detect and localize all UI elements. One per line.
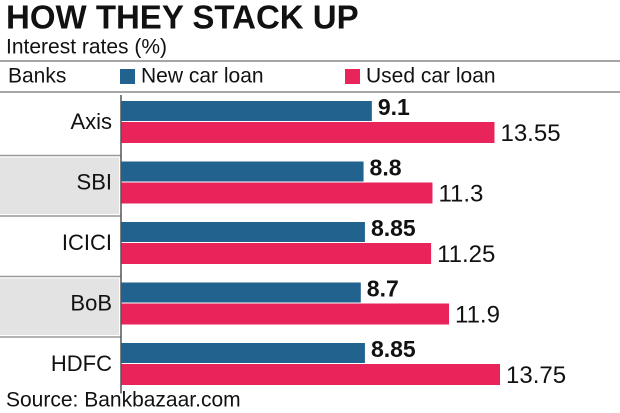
value-label: 9.1	[378, 94, 410, 120]
value-label: 8.85	[371, 215, 416, 241]
row-background	[0, 278, 119, 335]
value-label: 11.25	[437, 241, 495, 268]
value-label: 8.8	[370, 155, 402, 181]
category-label: Axis	[70, 109, 112, 134]
value-label: 8.7	[367, 276, 399, 302]
bar	[121, 282, 361, 303]
bar	[121, 303, 450, 325]
value-label: 8.85	[371, 336, 416, 362]
chart-title: HOW THEY STACK UP	[6, 0, 359, 36]
value-label: 11.3	[438, 180, 483, 207]
source: Source: Bankbazaar.com	[6, 389, 241, 412]
bar	[121, 343, 365, 363]
value-label: 13.55	[500, 120, 560, 147]
bar	[121, 243, 432, 264]
bar	[121, 161, 364, 182]
row-background	[0, 157, 119, 214]
value-label: 11.9	[455, 301, 500, 328]
category-label: HDFC	[51, 351, 112, 376]
bar	[121, 222, 365, 242]
legend-label: Used car loan	[366, 65, 496, 88]
bar	[121, 101, 372, 121]
value-label: 13.75	[506, 362, 566, 389]
bar	[121, 122, 495, 143]
category-label: BoB	[70, 291, 112, 316]
bar	[121, 182, 433, 204]
legend-header: Banks	[8, 65, 66, 88]
chart-subtitle: Interest rates (%)	[6, 36, 167, 59]
category-label: SBI	[77, 170, 112, 195]
bar	[121, 364, 500, 385]
legend-swatch	[345, 69, 360, 84]
category-label: ICICI	[62, 230, 112, 255]
legend-swatch	[120, 69, 135, 84]
legend-label: New car loan	[141, 65, 264, 88]
